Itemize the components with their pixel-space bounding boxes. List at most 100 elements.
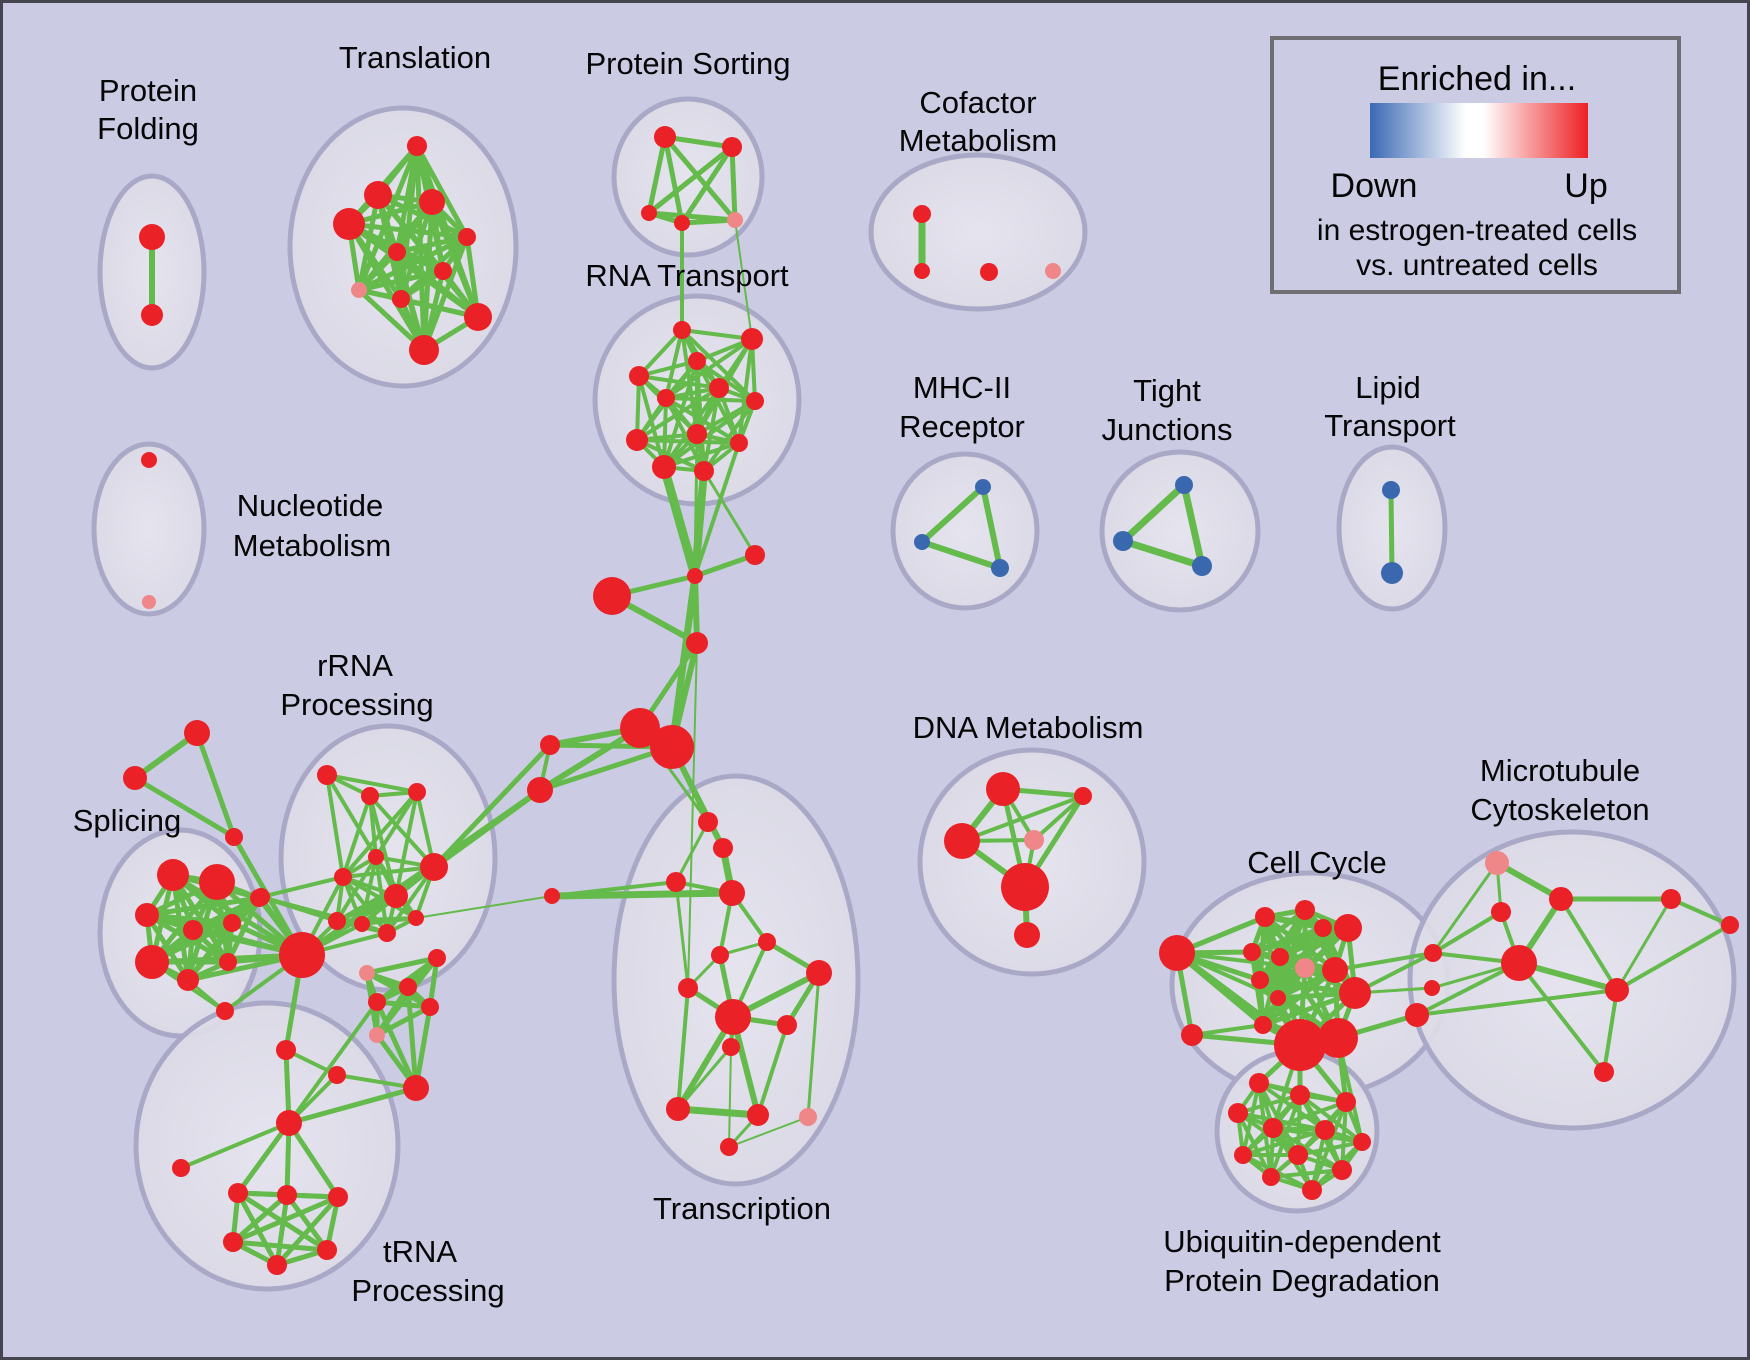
node-MT6-up-red bbox=[1605, 978, 1629, 1002]
node-UB12-up-red bbox=[1302, 1180, 1322, 1200]
node-TT7-up-red bbox=[277, 1185, 297, 1205]
node-CJ2-up-red bbox=[1424, 980, 1440, 996]
node-MC4-up-red bbox=[686, 632, 708, 654]
edge-CC4-CC7 bbox=[1249, 907, 1308, 955]
cluster-label-tight-junctions-line1: Tight bbox=[1133, 373, 1201, 408]
node-SP1-up-red bbox=[157, 859, 189, 891]
edge-TT4-TT8 bbox=[286, 1120, 341, 1200]
node-T4-up-red bbox=[333, 208, 365, 240]
node-CC3-up-red bbox=[1255, 907, 1275, 927]
node-TN15-up-pink bbox=[799, 1108, 817, 1126]
node-DM3-up-red bbox=[944, 823, 980, 859]
node-RRH-up-red bbox=[279, 932, 325, 978]
edge-RR17-RR18 bbox=[413, 1004, 433, 1091]
node-CF2-up-red bbox=[914, 263, 930, 279]
node-CC5-up-red bbox=[1314, 919, 1332, 937]
edge-PS4-PS5 bbox=[679, 217, 738, 226]
node-CC7-up-red bbox=[1243, 943, 1261, 961]
node-TR3-up-red bbox=[225, 828, 243, 846]
edge-RR5-RR6 bbox=[341, 865, 436, 879]
node-M2-down-blue bbox=[914, 534, 930, 550]
node-RC3-up-red bbox=[544, 888, 560, 904]
edge-SP7-SP9 bbox=[185, 895, 262, 983]
edge-TN8-TN15 bbox=[806, 971, 821, 1119]
node-MT8-up-red bbox=[1721, 916, 1739, 934]
edge-CJ3-MT6 bbox=[1415, 988, 1619, 1017]
cluster-label-dna-metabolism: DNA Metabolism bbox=[913, 710, 1144, 745]
node-NM1-up-red bbox=[141, 452, 157, 468]
node-TN16-up-red bbox=[720, 1138, 738, 1156]
edge-RT1-RT2 bbox=[680, 328, 754, 341]
edge-UB7-UB9 bbox=[1296, 1140, 1364, 1157]
edge-RC3-TN4 bbox=[548, 889, 736, 900]
node-TT1-up-red bbox=[216, 1002, 234, 1020]
edge-T4-T11 bbox=[346, 221, 427, 353]
edge-TN12-TN16 bbox=[728, 1046, 732, 1148]
edge-TN11-TN14 bbox=[756, 1023, 789, 1117]
edge-CC13-CC14 bbox=[1260, 990, 1358, 1028]
cluster-ellipse-dna-metabolism bbox=[917, 747, 1147, 977]
node-RT11-up-red bbox=[652, 455, 676, 479]
edge-UB5-UB10 bbox=[1271, 1126, 1344, 1172]
edge-T2-T8 bbox=[356, 192, 381, 293]
node-DM4-up-pink bbox=[1024, 830, 1044, 850]
edge-J1-J2 bbox=[1119, 481, 1188, 545]
edge-RT10-MC2 bbox=[693, 441, 741, 578]
node-T1-up-red bbox=[407, 136, 427, 156]
edge-TT4-RR17 bbox=[286, 1085, 419, 1126]
node-RT2-up-red bbox=[741, 328, 763, 350]
node-TT9-up-red bbox=[223, 1232, 243, 1252]
edge-RT1-RT7 bbox=[680, 328, 757, 403]
node-RR1-up-red bbox=[317, 765, 337, 785]
edge-RT8-MC2 bbox=[693, 432, 699, 578]
node-TN10-up-red bbox=[715, 999, 751, 1035]
node-RR17-up-red bbox=[403, 1075, 429, 1101]
edge-MT5-MT8 bbox=[1669, 897, 1732, 927]
node-CC14-up-red bbox=[1254, 1016, 1272, 1034]
node-RR18-up-red bbox=[421, 998, 439, 1016]
node-LT1-down-blue bbox=[1382, 481, 1400, 499]
edge-RT1-RT6 bbox=[664, 328, 684, 400]
edge-CC1-CC12 bbox=[1175, 951, 1280, 1000]
node-TN9-up-red bbox=[678, 978, 698, 998]
node-RR15-up-red bbox=[399, 978, 417, 996]
edge-T1-T5 bbox=[414, 143, 470, 240]
node-RT10-up-red bbox=[730, 434, 748, 452]
node-TT4-up-red bbox=[276, 1110, 302, 1136]
node-RR14-up-pink bbox=[359, 965, 375, 981]
edge-RR10-RR12 bbox=[360, 916, 418, 926]
node-PF1-up-red bbox=[139, 224, 165, 250]
node-PS2-up-red bbox=[722, 137, 742, 157]
edge-CJ1-CC10 bbox=[1333, 951, 1435, 972]
node-RT4-up-red bbox=[629, 366, 649, 386]
legend-up-label: Up bbox=[1564, 167, 1607, 205]
node-T11-up-red bbox=[409, 335, 439, 365]
cluster-label-tight-junctions-line2: Junctions bbox=[1102, 412, 1233, 447]
edge-TT7-TT10 bbox=[284, 1192, 330, 1253]
node-RT8-up-red bbox=[687, 424, 707, 444]
edge-CC1-CC9 bbox=[1175, 951, 1307, 970]
edge-RR5-RR8 bbox=[259, 875, 345, 899]
edge-RT7-RT11 bbox=[662, 399, 757, 469]
node-CC10-up-red bbox=[1322, 957, 1348, 983]
edge-RT1-RT4 bbox=[637, 328, 684, 378]
node-NM2-up-pink bbox=[142, 595, 156, 609]
node-layer bbox=[123, 126, 1739, 1275]
legend-subtitle-line2: vs. untreated cells bbox=[1356, 249, 1598, 282]
edge-MT5-MT6 bbox=[1615, 897, 1673, 992]
cluster-label-rrna-processing-line1: rRNA bbox=[317, 648, 393, 683]
edge-TN1-TN3 bbox=[674, 820, 710, 884]
node-TN6-up-red bbox=[711, 946, 729, 964]
node-RR19-up-pink bbox=[369, 1027, 385, 1043]
edge-CC6-CC7 bbox=[1249, 925, 1351, 955]
cluster-label-translation: Translation bbox=[339, 40, 491, 75]
edge-M2-M3 bbox=[919, 539, 1003, 571]
node-RT9-up-red bbox=[626, 429, 648, 451]
edge-TT4-TT5 bbox=[179, 1121, 291, 1170]
edge-CC2-CC14 bbox=[1190, 1023, 1265, 1037]
node-UB7-up-red bbox=[1353, 1133, 1371, 1151]
edge-RR3-RR5 bbox=[341, 790, 419, 879]
node-TN11-up-red bbox=[777, 1015, 797, 1035]
edge-TT7-TT11 bbox=[274, 1192, 290, 1268]
legend-box bbox=[1270, 36, 1681, 294]
